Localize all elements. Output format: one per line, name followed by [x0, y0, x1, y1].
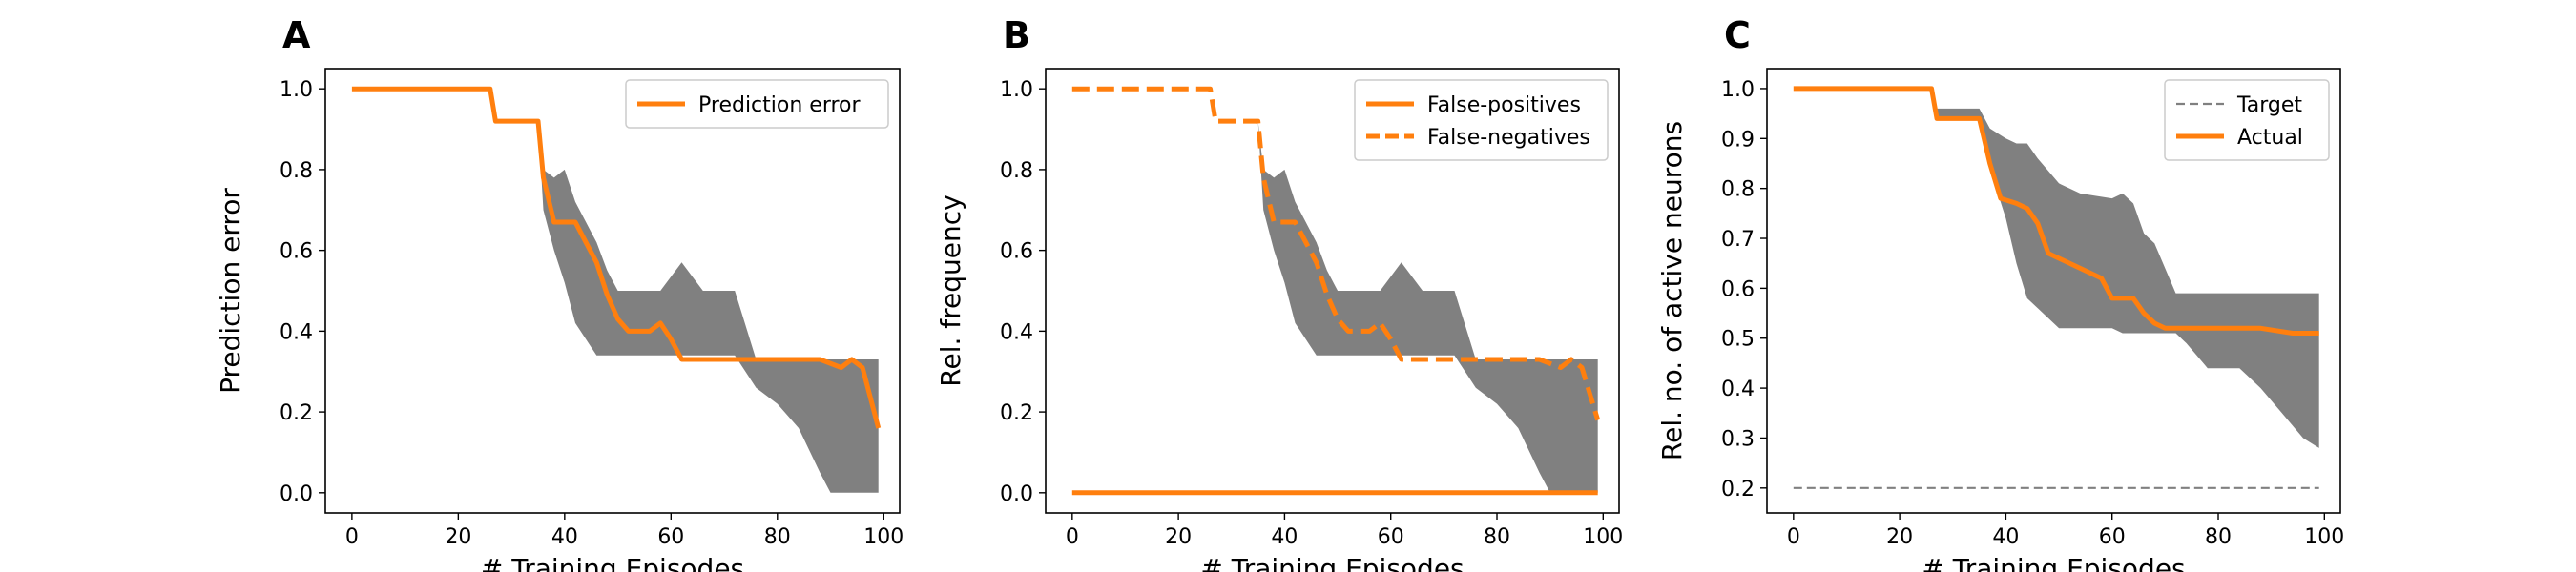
y-tick-label: 0.8	[1000, 159, 1033, 183]
y-axis-label: Rel. no. of active neurons	[1656, 121, 1688, 460]
y-tick-label: 1.0	[1000, 78, 1033, 102]
y-tick-label: 0.3	[1721, 427, 1755, 451]
x-tick-label: 80	[764, 525, 791, 549]
panel-letter: B	[1003, 14, 1030, 56]
y-tick-label: 0.0	[280, 482, 313, 506]
y-tick-label: 0.6	[1000, 240, 1033, 264]
legend: False-positives False-negatives	[1354, 79, 1609, 161]
legend-label: Prediction error	[698, 93, 861, 117]
x-tick-label: 60	[657, 525, 684, 549]
x-tick-label: 20	[445, 525, 471, 549]
x-tick-label: 0	[345, 525, 359, 549]
y-axis-label: Rel. frequency	[935, 194, 966, 386]
y-tick-label: 0.0	[1000, 482, 1033, 506]
legend-label: False-positives	[1427, 93, 1581, 117]
y-tick-label: 0.2	[1721, 478, 1755, 501]
y-tick-label: 0.6	[1721, 277, 1755, 301]
uncertainty-band	[1793, 88, 2319, 448]
series-line-false-negatives	[1071, 86, 1601, 421]
legend: Target Actual	[2164, 79, 2330, 161]
panel-b: B 0 20 40 60 80 100 0.0 0.2 0.4 0.6 0.8 1.0 # Trainin…	[935, 14, 1623, 572]
x-tick-label: 40	[1271, 525, 1298, 549]
y-tick-label: 0.7	[1721, 228, 1755, 252]
x-axis-label: # Training Episodes	[1922, 553, 2185, 572]
y-tick-label: 0.2	[1000, 401, 1033, 425]
x-tick-label: 20	[1165, 525, 1192, 549]
legend-box	[1354, 79, 1609, 161]
y-tick-label: 0.2	[280, 401, 313, 425]
y-tick-label: 0.4	[1000, 320, 1033, 344]
uncertainty-band	[1071, 89, 1598, 493]
y-tick-label: 0.4	[1721, 378, 1755, 401]
x-tick-label: 100	[1583, 525, 1623, 549]
series-line-prediction-error	[351, 86, 882, 429]
panel-letter: C	[1724, 14, 1751, 56]
y-tick-label: 0.8	[1721, 178, 1755, 202]
x-tick-label: 60	[1378, 525, 1404, 549]
x-axis-label: # Training Episodes	[1200, 553, 1464, 572]
x-tick-label: 40	[1992, 525, 2019, 549]
panel-a: A 0 20 40 60 80 100 0.0 0.2 0.4 0.6 0.8 1.0 # Trainin…	[215, 14, 904, 572]
series-line-actual	[1793, 86, 2319, 336]
y-tick-label: 0.5	[1721, 328, 1755, 352]
x-tick-label: 0	[1787, 525, 1800, 549]
x-tick-label: 20	[1886, 525, 1913, 549]
panel-c: C 0 20 40 60 80 100 0.2 0.3 0.4 0.5 0.6 0.7 0.8 0.9 1.0…	[1656, 14, 2344, 572]
panel-letter: A	[282, 14, 311, 56]
y-tick-label: 0.8	[280, 159, 313, 183]
x-tick-label: 100	[863, 525, 904, 549]
x-axis-label: # Training Episodes	[481, 553, 744, 572]
x-tick-label: 80	[2205, 525, 2232, 549]
y-tick-label: 0.4	[280, 320, 313, 344]
axes-frame	[1045, 68, 1620, 514]
x-tick-label: 40	[551, 525, 578, 549]
axes-frame	[324, 68, 901, 514]
y-axis-label: Prediction error	[215, 188, 246, 394]
legend-label: Actual	[2237, 126, 2303, 150]
x-tick-label: 100	[2304, 525, 2344, 549]
x-tick-label: 80	[1484, 525, 1510, 549]
uncertainty-band	[351, 89, 879, 493]
x-tick-label: 60	[2099, 525, 2126, 549]
legend: Prediction error	[625, 79, 889, 129]
y-tick-label: 1.0	[1721, 78, 1755, 102]
y-tick-label: 1.0	[280, 78, 313, 102]
x-tick-label: 0	[1066, 525, 1079, 549]
y-tick-label: 0.9	[1721, 128, 1755, 152]
axes-frame	[1766, 68, 2341, 514]
legend-box	[2164, 79, 2330, 161]
legend-label: False-negatives	[1427, 126, 1590, 150]
legend-label: Target	[2236, 93, 2302, 117]
y-tick-label: 0.6	[280, 240, 313, 264]
legend-box	[625, 79, 889, 129]
